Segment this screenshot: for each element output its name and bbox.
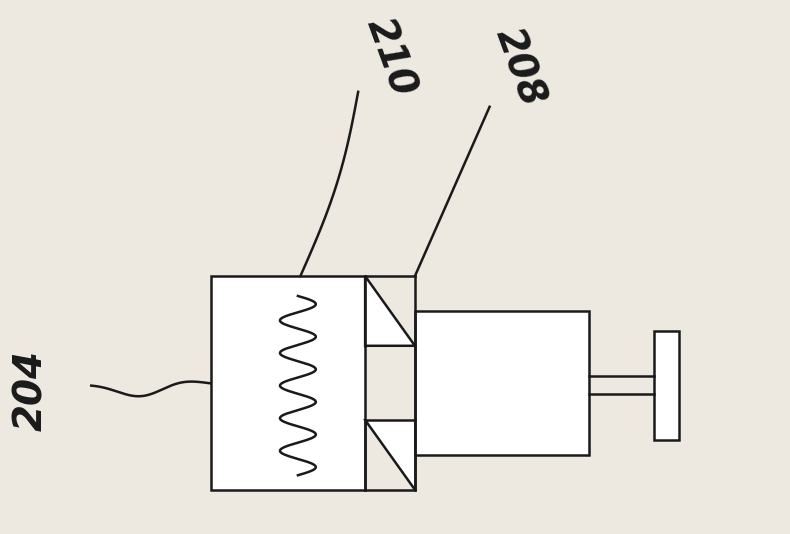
Text: 208: 208 [487,22,551,112]
Text: 204: 204 [13,350,51,431]
Polygon shape [365,420,415,490]
Text: 210: 210 [359,12,422,101]
Bar [211,276,365,490]
Polygon shape [365,276,415,346]
Bar [415,311,589,456]
Bar [654,331,679,441]
